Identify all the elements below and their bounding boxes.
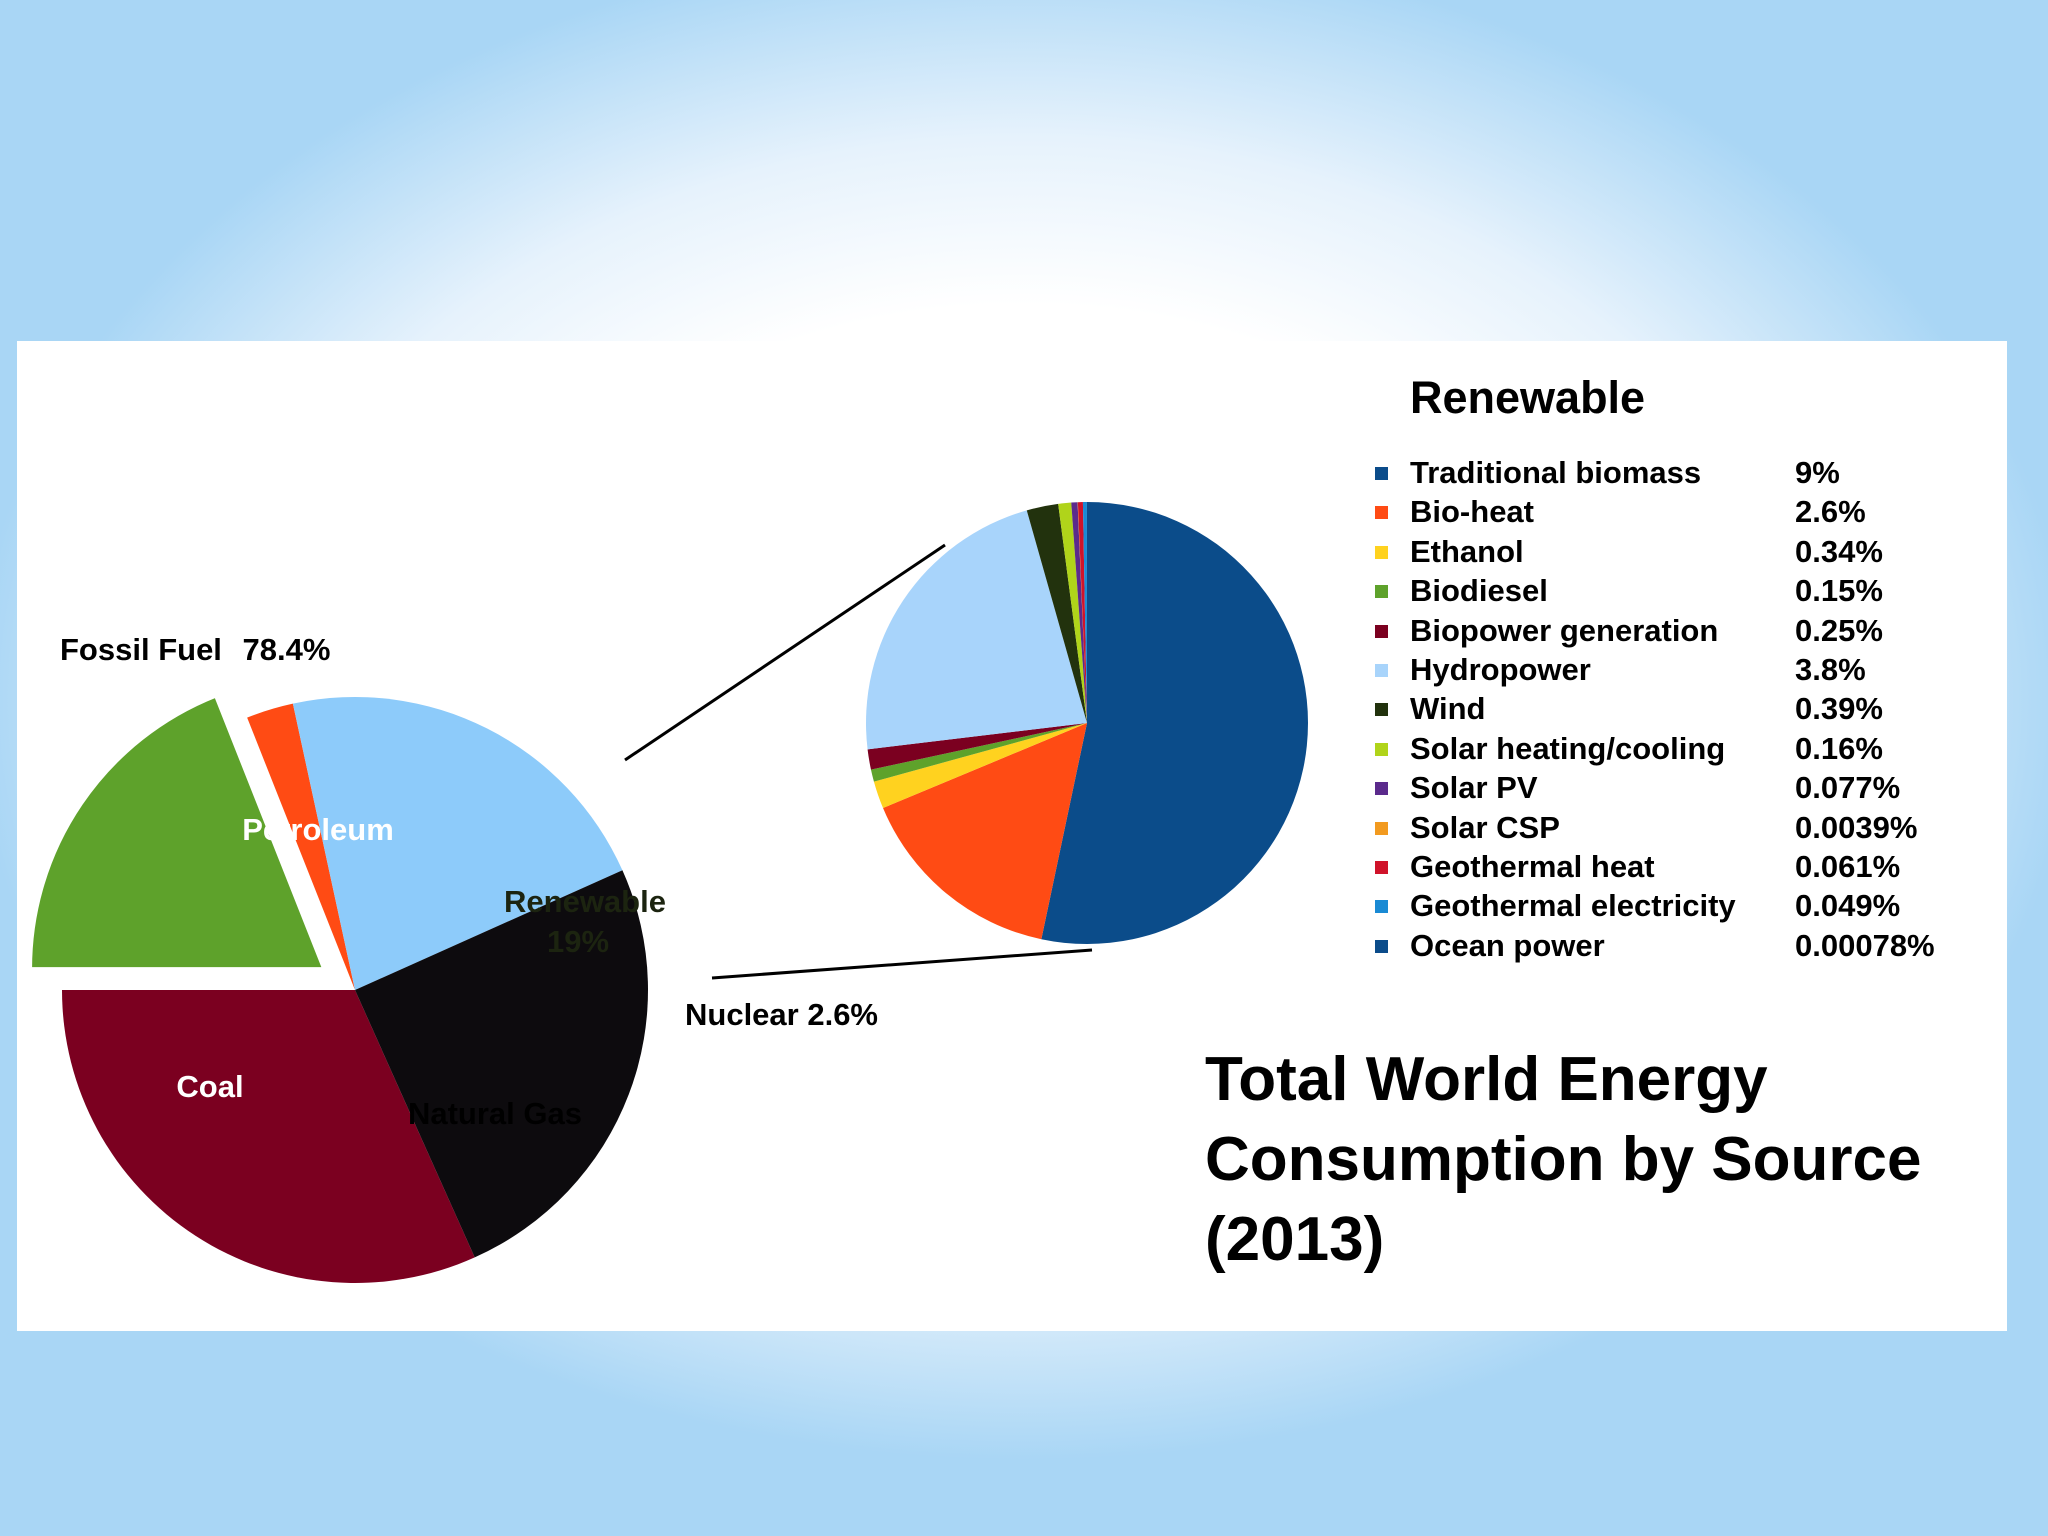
- legend-label: Traditional biomass: [1410, 455, 1702, 490]
- legend-swatch: [1375, 782, 1388, 796]
- pie-slice-biodiesel: [870, 723, 1087, 782]
- slice-value-renewable: 19%: [547, 924, 609, 959]
- pie-slice-petroleum: [62, 990, 475, 1283]
- legend-label: Solar PV: [1410, 770, 1538, 806]
- legend-swatch: [1375, 821, 1388, 835]
- fossil-fuel-name: Fossil Fuel: [60, 632, 222, 667]
- fossil-fuel-value: 78.4%: [243, 632, 331, 667]
- legend-value: 0.25%: [1795, 612, 1883, 648]
- pie-slice-ethanol: [873, 723, 1087, 809]
- legend-value: 0.077%: [1795, 770, 1901, 806]
- pie-slice-nuclear: [247, 703, 355, 990]
- pie-slice-solar-pv: [1071, 502, 1087, 723]
- legend-label: Hydropower: [1410, 651, 1591, 687]
- legend-value: 0.061%: [1795, 848, 1901, 884]
- pie-slice-renewable: [29, 694, 326, 971]
- legend-swatch: [1375, 624, 1388, 638]
- pie-slice-biopower-generation: [867, 723, 1087, 770]
- legend-label: Geothermal electricity: [1410, 888, 1736, 924]
- legend-value: 0.049%: [1795, 888, 1901, 924]
- legend-swatch: [1375, 860, 1388, 874]
- legend-swatch: [1375, 545, 1388, 559]
- legend-label: Solar heating/cooling: [1410, 730, 1726, 766]
- legend-label: Solar CSP: [1410, 809, 1560, 845]
- legend-swatch: [1375, 585, 1388, 599]
- legend-label: Biodiesel: [1410, 573, 1548, 609]
- pie-slice-geothermal-heat: [1077, 502, 1087, 723]
- connector-lines: [624, 543, 1093, 980]
- connector-line-top: [624, 543, 946, 762]
- legend-swatch: [1375, 703, 1388, 717]
- legend-heading: Renewable: [1410, 372, 1646, 423]
- pie-slice-solar-heating-cooling: [1058, 502, 1087, 723]
- slice-label-coal: Coal: [176, 1069, 243, 1104]
- legend-value: 3.8%: [1795, 651, 1866, 687]
- legend-label: Geothermal heat: [1410, 848, 1655, 884]
- legend-value: 0.0039%: [1795, 809, 1918, 845]
- pie-slice-coal: [355, 870, 648, 1258]
- legend-swatch: [1375, 663, 1388, 677]
- legend-value: 0.00078%: [1795, 927, 1935, 963]
- legend-value: 0.16%: [1795, 730, 1883, 766]
- pie-slice-wind: [1026, 503, 1087, 723]
- slice-label-renewable: Renewable: [504, 884, 666, 919]
- pie-slice-geothermal-electricity: [1082, 502, 1087, 723]
- pie-slice-natural-gas: [292, 697, 623, 990]
- fossil-fuel-label: Fossil Fuel 78.4%: [60, 632, 330, 667]
- main-pie: [29, 694, 648, 1283]
- legend-swatch: [1375, 900, 1388, 914]
- legend-swatch: [1375, 467, 1388, 480]
- pie-slice-hydropower: [866, 510, 1087, 750]
- pie-slice-solar-csp: [1077, 502, 1087, 723]
- legend-label: Bio-heat: [1410, 494, 1534, 530]
- legend-swatch: [1375, 939, 1388, 953]
- legend-value: 0.34%: [1795, 533, 1883, 569]
- legend-swatch: [1375, 506, 1388, 520]
- slice-label-natural-gas: Natural Gas: [408, 1096, 582, 1131]
- legend-label: Ocean power: [1410, 927, 1605, 963]
- legend-value: 2.6%: [1795, 494, 1866, 530]
- legend-value: 0.15%: [1795, 573, 1883, 609]
- slice-label-nuclear: Nuclear 2.6%: [685, 997, 878, 1032]
- chart-title: Total World Energy Consumption by Source…: [1205, 1045, 1922, 1274]
- legend-value: 0.39%: [1795, 691, 1883, 727]
- slice-label-petroleum: Petroleum: [242, 812, 394, 847]
- legend-value: 9%: [1795, 455, 1840, 490]
- legend-label: Wind: [1410, 691, 1486, 727]
- renewable-pie: [866, 502, 1308, 944]
- connector-line-bottom: [711, 948, 1093, 980]
- pie-slice-traditional-biomass: [1041, 502, 1308, 944]
- legend-swatch: [1375, 742, 1388, 756]
- legend-label: Biopower generation: [1410, 612, 1719, 648]
- legend-label: Ethanol: [1410, 533, 1524, 569]
- pie-slice-bio-heat: [883, 723, 1087, 940]
